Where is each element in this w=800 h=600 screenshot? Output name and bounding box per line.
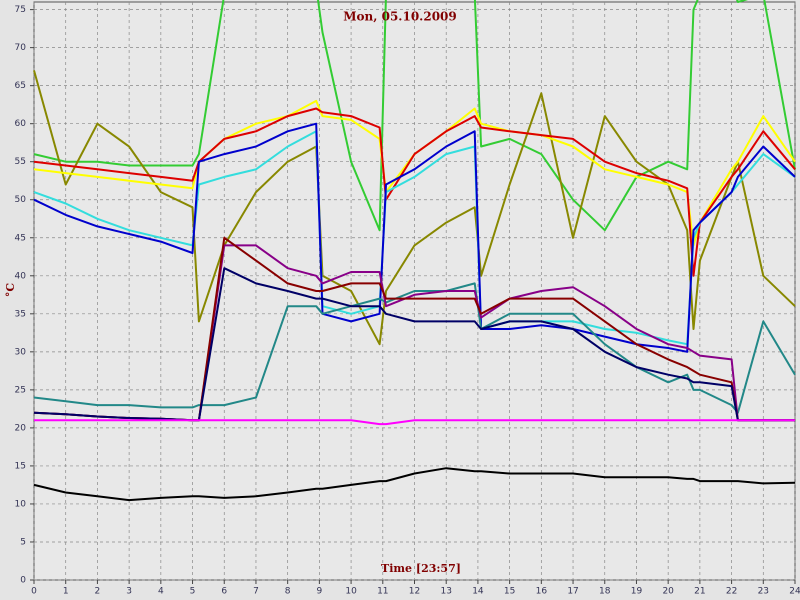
y-tick-label: 0: [20, 576, 26, 586]
y-tick-label: 20: [15, 423, 27, 433]
y-tick-label: 30: [15, 347, 27, 357]
x-tick-label: 5: [190, 587, 196, 597]
chart-title: Mon, 05.10.2009: [343, 10, 457, 24]
y-tick-label: 40: [15, 271, 27, 281]
x-tick-label: 18: [599, 587, 611, 597]
y-tick-label: 70: [15, 43, 27, 53]
series-line: [34, 419, 795, 426]
y-tick-label: 50: [15, 195, 27, 205]
x-axis-label: Time [23:57]: [381, 562, 461, 575]
y-tick-label: 55: [15, 157, 26, 167]
y-tick-label: 75: [15, 5, 26, 15]
grid: [30, 2, 796, 584]
series-line: [33, 282, 796, 414]
x-tick-label: 2: [95, 587, 101, 597]
x-tick-label: 6: [221, 587, 227, 597]
x-tick-label: 7: [253, 587, 259, 597]
series-line: [33, 467, 796, 502]
series-line: [33, 122, 796, 353]
lines: [33, 0, 796, 502]
x-tick-label: 21: [694, 587, 705, 597]
x-tick-label: 1: [63, 587, 69, 597]
y-tick-label: 65: [15, 81, 26, 91]
y-tick-label: 15: [15, 461, 26, 471]
x-tick-label: 12: [409, 587, 420, 597]
y-tick-label: 60: [15, 119, 27, 129]
x-tick-label: 0: [31, 587, 37, 597]
x-tick-label: 9: [317, 587, 323, 597]
y-tick-label: 45: [15, 233, 26, 243]
x-tick-label: 22: [726, 587, 737, 597]
x-tick-label: 11: [377, 587, 388, 597]
x-tick-label: 13: [440, 587, 451, 597]
y-tick-label: 25: [15, 385, 26, 395]
x-tick-label: 23: [758, 587, 769, 597]
x-tick-label: 17: [567, 587, 578, 597]
x-tick-label: 4: [158, 587, 164, 597]
y-axis-label: °C: [4, 283, 17, 298]
x-tick-label: 14: [472, 587, 484, 597]
y-tick-label: 5: [20, 537, 26, 547]
x-tick-label: 3: [126, 587, 132, 597]
x-tick-label: 16: [536, 587, 548, 597]
series-line: [33, 0, 796, 232]
x-tick-label: 20: [662, 587, 674, 597]
x-tick-label: 24: [789, 587, 800, 597]
x-tick-label: 8: [285, 587, 291, 597]
x-tick-label: 19: [631, 587, 643, 597]
x-tick-label: 10: [345, 587, 357, 597]
y-tick-label: 10: [15, 499, 27, 509]
y-tick-label: 35: [15, 309, 26, 319]
x-tick-label: 15: [504, 587, 515, 597]
